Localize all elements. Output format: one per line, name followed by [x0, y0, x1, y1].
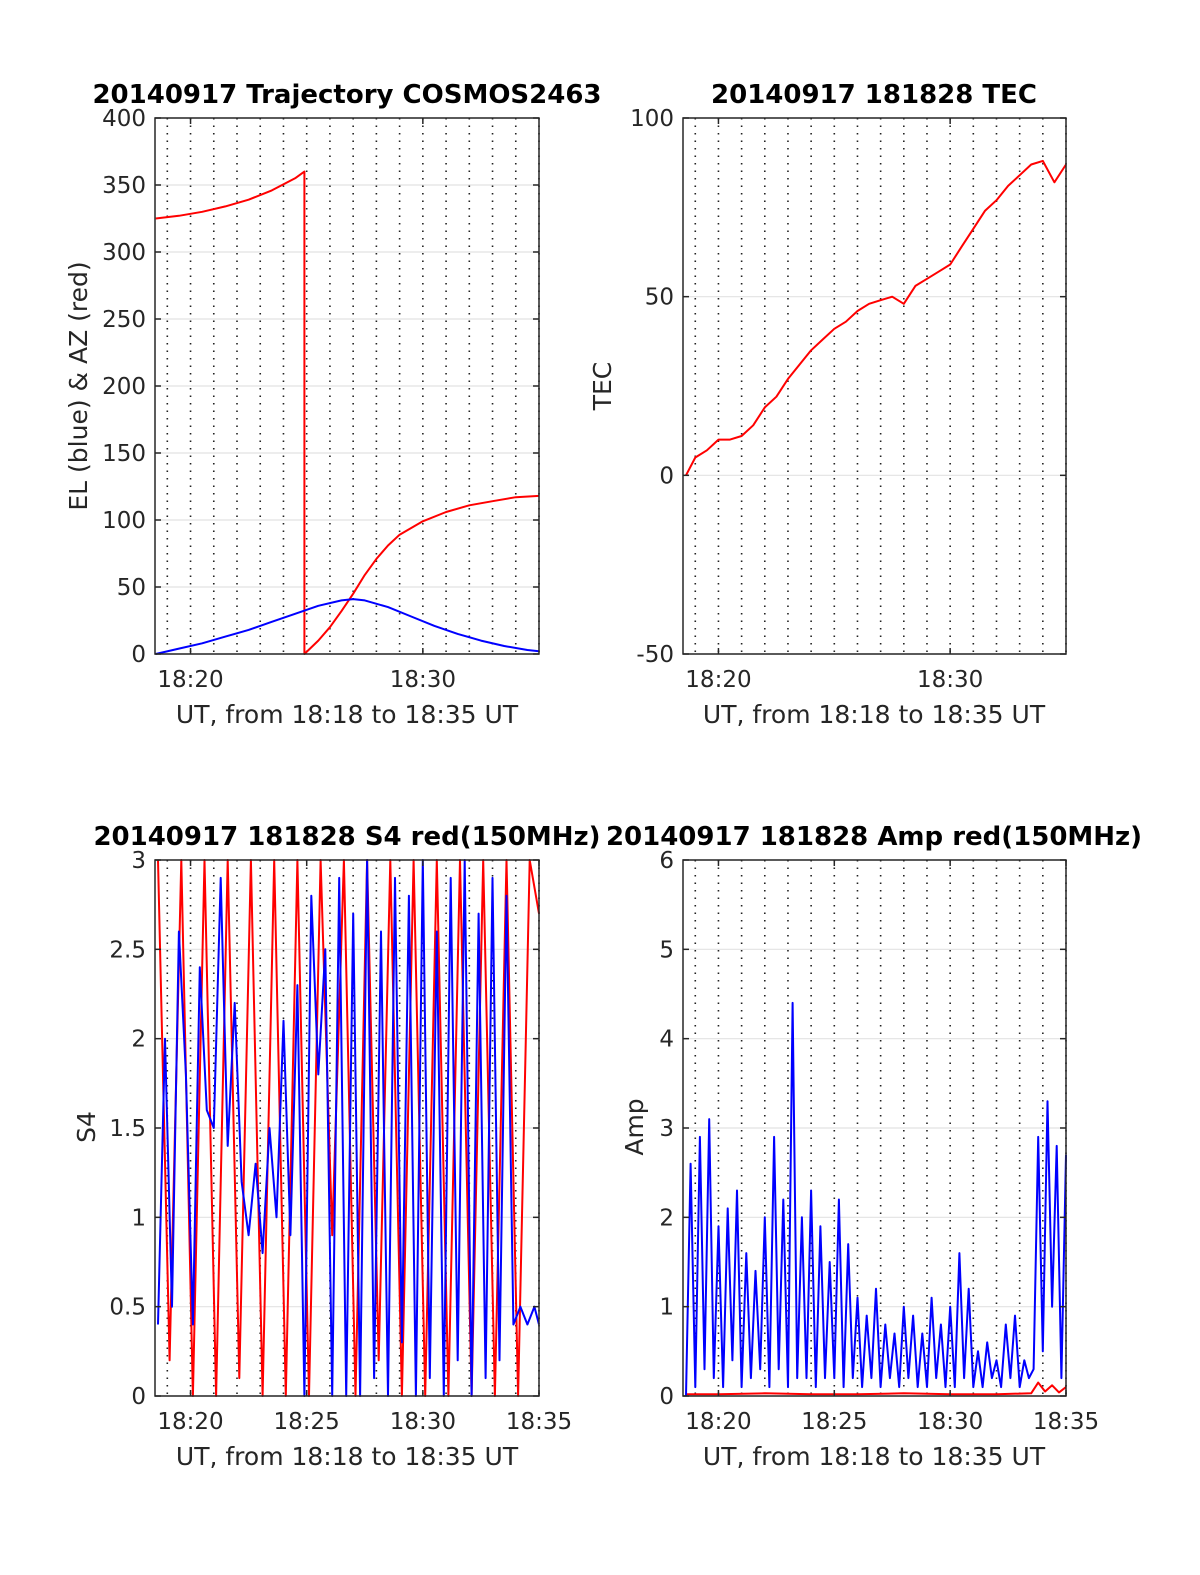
y-tick-label: 0 [659, 463, 674, 489]
x-tick-label: 18:20 [685, 667, 751, 693]
y-tick-label: 4 [659, 1027, 674, 1053]
panel-title: 20140917 181828 Amp red(150MHz) [606, 822, 1142, 852]
y-tick-label: 1 [659, 1295, 674, 1321]
y-axis-label: TEC [588, 362, 617, 412]
y-tick-label: 2 [131, 1027, 146, 1053]
y-tick-label: 50 [645, 285, 674, 311]
series-line [155, 598, 540, 655]
y-tick-label: 350 [102, 173, 146, 199]
y-tick-label: 3 [131, 848, 146, 874]
x-tick-label: 18:20 [685, 1409, 751, 1435]
y-tick-label: 2.5 [109, 937, 146, 963]
y-axis-label: S4 [72, 1111, 101, 1143]
y-tick-label: 150 [102, 441, 146, 467]
y-tick-label: 0 [131, 1384, 146, 1410]
series-line [685, 159, 1067, 476]
series-line [686, 1381, 1067, 1396]
series-line [155, 170, 540, 655]
x-tick-label: 18:25 [274, 1409, 340, 1435]
y-tick-label: 200 [102, 374, 146, 400]
panel-trajectory: 20140917 Trajectory COSMOS2463 UT, from … [64, 80, 602, 729]
x-tick-label: 18:25 [801, 1409, 867, 1435]
x-tick-label: 18:30 [390, 667, 456, 693]
x-tick-label: 18:30 [917, 1409, 983, 1435]
y-tick-label: 0 [659, 1384, 674, 1410]
x-axis-label: UT, from 18:18 to 18:35 UT [176, 1442, 519, 1471]
x-axis-label: UT, from 18:18 to 18:35 UT [176, 700, 519, 729]
y-tick-label: 0.5 [109, 1295, 146, 1321]
y-tick-label: 1.5 [109, 1116, 146, 1142]
y-tick-label: 1 [131, 1205, 146, 1231]
x-tick-label: 18:20 [157, 667, 223, 693]
axes-box [682, 117, 1067, 655]
series-line [685, 1001, 1067, 1397]
plot-area: 0 1 2 3 4 5 6 18:20 18:25 18:30 18:35 [659, 848, 1099, 1435]
x-tick-label: 18:30 [917, 667, 983, 693]
panel-title: 20140917 181828 TEC [711, 80, 1037, 110]
y-tick-label: 100 [102, 508, 146, 534]
y-tick-label: 400 [102, 106, 146, 132]
x-axis-label: UT, from 18:18 to 18:35 UT [703, 700, 1046, 729]
panel-s4: 20140917 181828 S4 red(150MHz) UT, from … [72, 822, 601, 1471]
plot-area: 0 50 100 150 200 250 300 350 400 18:20 18:30 [102, 106, 540, 693]
x-tick-label: 18:35 [506, 1409, 572, 1435]
series-line [157, 859, 540, 1397]
panel-amp: 20140917 181828 Amp red(150MHz) UT, from… [606, 822, 1142, 1471]
y-tick-label: -50 [636, 642, 674, 668]
panel-title: 20140917 181828 S4 red(150MHz) [93, 822, 600, 852]
y-tick-label: 250 [102, 307, 146, 333]
plot-area: 0 0.5 1 1.5 2 2.5 3 18:20 18:25 18:30 18:35 [109, 848, 572, 1435]
x-tick-label: 18:30 [390, 1409, 456, 1435]
plot-area: -50 0 50 100 18:20 18:30 [630, 106, 1067, 693]
y-tick-label: 2 [659, 1205, 674, 1231]
x-tick-label: 18:20 [157, 1409, 223, 1435]
y-tick-label: 6 [659, 848, 674, 874]
y-tick-label: 5 [659, 937, 674, 963]
y-axis-label: Amp [620, 1098, 649, 1155]
panel-tec: 20140917 181828 TEC UT, from 18:18 to 18… [588, 80, 1067, 729]
y-axis-label: EL (blue) & AZ (red) [64, 261, 93, 510]
y-tick-label: 100 [630, 106, 674, 132]
x-tick-label: 18:35 [1033, 1409, 1099, 1435]
y-tick-label: 50 [117, 575, 146, 601]
panel-title: 20140917 Trajectory COSMOS2463 [92, 80, 601, 110]
plot-background [683, 118, 1066, 654]
y-tick-label: 3 [659, 1116, 674, 1142]
y-tick-label: 300 [102, 240, 146, 266]
y-tick-label: 0 [131, 642, 146, 668]
x-axis-label: UT, from 18:18 to 18:35 UT [703, 1442, 1046, 1471]
